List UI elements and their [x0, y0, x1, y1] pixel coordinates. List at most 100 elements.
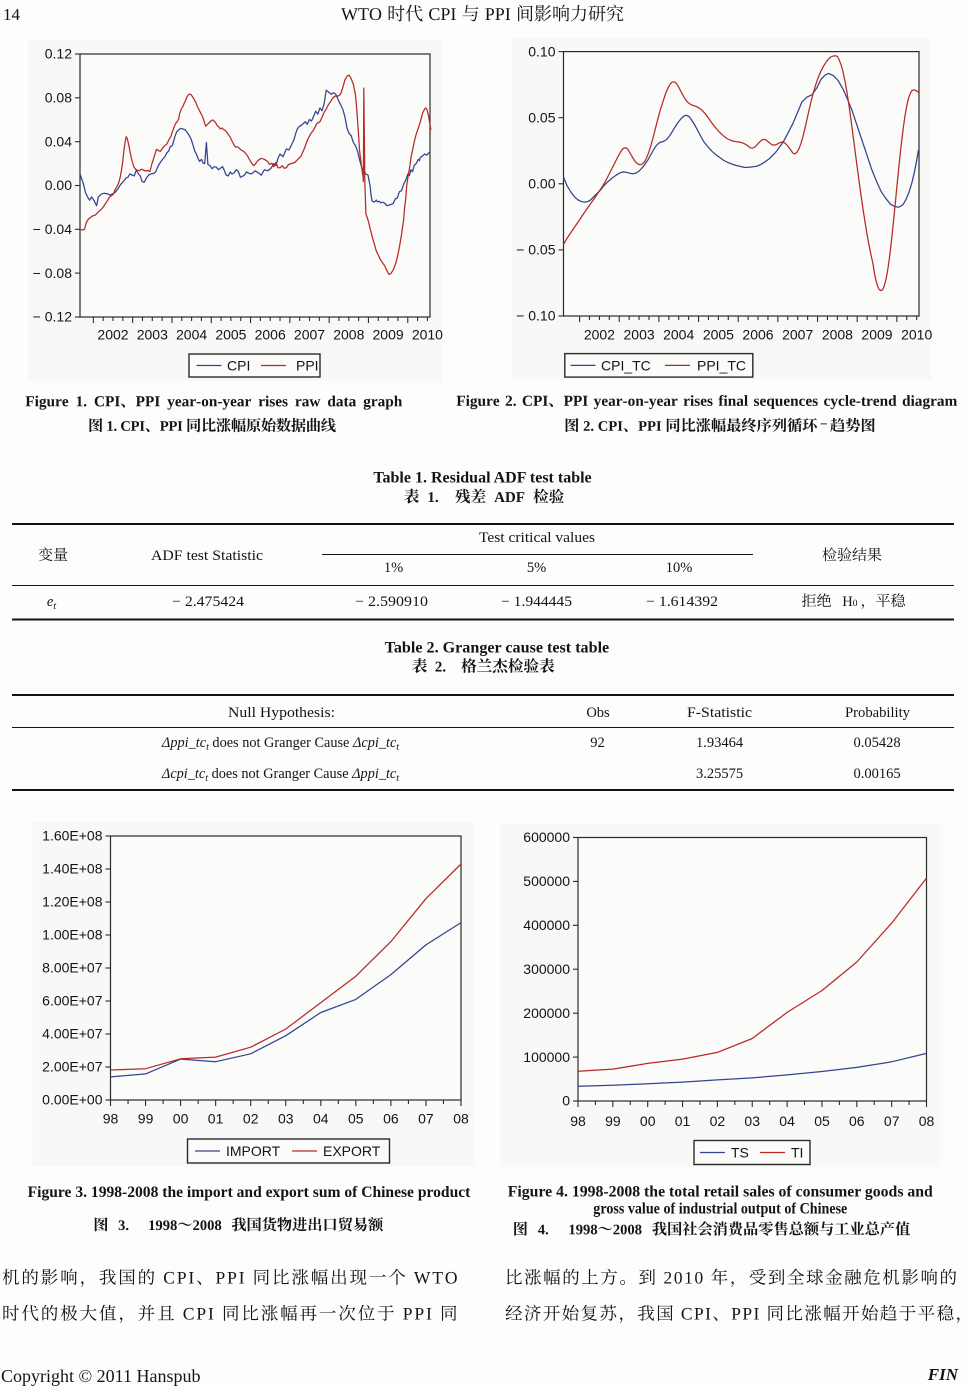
- svg-text:500000: 500000: [523, 873, 570, 889]
- svg-text:2006: 2006: [255, 327, 286, 343]
- svg-text:07: 07: [884, 1113, 900, 1129]
- svg-text:00: 00: [640, 1113, 656, 1129]
- svg-text:1.40E+08: 1.40E+08: [42, 861, 103, 877]
- svg-text:01: 01: [675, 1113, 691, 1129]
- svg-text:99: 99: [605, 1113, 621, 1129]
- svg-text:1.60E+08: 1.60E+08: [42, 828, 103, 844]
- svg-text:1.00E+08: 1.00E+08: [42, 927, 103, 943]
- svg-text:6.00E+07: 6.00E+07: [42, 993, 103, 1009]
- svg-text:PPI: PPI: [296, 358, 319, 374]
- svg-text:98: 98: [570, 1113, 586, 1129]
- svg-text:03: 03: [278, 1111, 294, 1127]
- svg-text:gross value of industrial outp: gross value of industrial output of Chin…: [593, 1201, 847, 1218]
- svg-text:5%: 5%: [527, 560, 546, 576]
- svg-text:400000: 400000: [523, 917, 570, 933]
- svg-text:2.00E+07: 2.00E+07: [42, 1059, 103, 1075]
- svg-text:− 0.04: − 0.04: [33, 221, 73, 237]
- svg-text:TI: TI: [791, 1145, 803, 1161]
- svg-text:EXPORT: EXPORT: [323, 1143, 381, 1159]
- svg-text:2008: 2008: [822, 327, 853, 343]
- svg-text:01: 01: [208, 1111, 224, 1127]
- svg-text:2008: 2008: [333, 327, 364, 343]
- svg-text:0.00: 0.00: [528, 176, 555, 192]
- svg-text:0.00E+00: 0.00E+00: [42, 1092, 103, 1108]
- svg-text:0.08: 0.08: [45, 90, 72, 106]
- svg-text:− 1.944445: − 1.944445: [501, 594, 572, 610]
- svg-text:FIN: FIN: [927, 1365, 959, 1384]
- svg-text:2004: 2004: [176, 327, 207, 343]
- svg-text:99: 99: [138, 1111, 154, 1127]
- svg-text:05: 05: [348, 1111, 364, 1127]
- svg-text:0.04: 0.04: [45, 133, 72, 149]
- svg-text:0.00165: 0.00165: [853, 766, 900, 782]
- svg-text:2007: 2007: [294, 327, 325, 343]
- svg-text:04: 04: [313, 1111, 329, 1127]
- svg-text:Copyright © 2011 Hanspub: Copyright © 2011 Hanspub: [1, 1366, 201, 1386]
- svg-text:14: 14: [3, 5, 21, 24]
- svg-text:2009: 2009: [373, 327, 404, 343]
- svg-text:07: 07: [418, 1111, 434, 1127]
- svg-text:06: 06: [383, 1111, 399, 1127]
- svg-text:02: 02: [710, 1113, 726, 1129]
- svg-text:Null Hypothesis:: Null Hypothesis:: [228, 705, 335, 721]
- svg-text:F-Statistic: F-Statistic: [687, 705, 752, 721]
- svg-text:00: 00: [173, 1111, 189, 1127]
- svg-text:4.00E+07: 4.00E+07: [42, 1026, 103, 1042]
- svg-text:2010: 2010: [412, 327, 443, 343]
- svg-text:2007: 2007: [782, 327, 813, 343]
- svg-text:0.12: 0.12: [45, 46, 72, 62]
- svg-text:− 0.10: − 0.10: [516, 308, 556, 324]
- svg-text:2005: 2005: [215, 327, 246, 343]
- svg-text:− 0.12: − 0.12: [33, 309, 73, 325]
- svg-text:ADF test Statistic: ADF test Statistic: [151, 548, 263, 564]
- svg-text:Δppi_tct does not Granger Caus: Δppi_tct does not Granger Cause Δcpi_tct: [161, 735, 399, 753]
- svg-text:300000: 300000: [523, 961, 570, 977]
- svg-text:05: 05: [814, 1113, 830, 1129]
- svg-text:− 0.08: − 0.08: [33, 265, 73, 281]
- svg-text:08: 08: [919, 1113, 935, 1129]
- svg-text:2003: 2003: [137, 327, 168, 343]
- svg-text:2006: 2006: [742, 327, 773, 343]
- svg-text:Table 1. Residual ADF test tab: Table 1. Residual ADF test table: [373, 470, 591, 487]
- svg-text:3.25575: 3.25575: [696, 766, 743, 782]
- svg-text:600000: 600000: [523, 829, 570, 845]
- svg-text:CPI: CPI: [227, 358, 250, 374]
- svg-text:Figure 3. 1998-2008 the import: Figure 3. 1998-2008 the import and expor…: [28, 1184, 472, 1201]
- svg-text:PPI_TC: PPI_TC: [697, 357, 746, 373]
- svg-text:06: 06: [849, 1113, 865, 1129]
- svg-text:100000: 100000: [523, 1049, 570, 1065]
- svg-text:TS: TS: [731, 1145, 749, 1161]
- svg-text:Probability: Probability: [845, 705, 911, 721]
- svg-text:et: et: [47, 594, 56, 612]
- svg-text:Δcpi_tct does not Granger Caus: Δcpi_tct does not Granger Cause Δppi_tct: [161, 766, 399, 784]
- svg-text:CPI_TC: CPI_TC: [601, 357, 651, 373]
- svg-text:2003: 2003: [624, 327, 655, 343]
- svg-text:1%: 1%: [384, 560, 403, 576]
- svg-text:1.93464: 1.93464: [696, 735, 744, 751]
- svg-text:2009: 2009: [861, 327, 892, 343]
- svg-text:0: 0: [562, 1093, 570, 1109]
- svg-text:0.10: 0.10: [528, 43, 555, 59]
- svg-text:Table 2. Granger cause test ta: Table 2. Granger cause test table: [385, 640, 610, 657]
- svg-text:1.20E+08: 1.20E+08: [42, 894, 103, 910]
- svg-text:02: 02: [243, 1111, 259, 1127]
- svg-text:Test critical values: Test critical values: [479, 530, 595, 546]
- svg-text:98: 98: [103, 1111, 119, 1127]
- svg-text:Obs: Obs: [586, 705, 610, 721]
- svg-text:200000: 200000: [523, 1005, 570, 1021]
- svg-text:08: 08: [453, 1111, 469, 1127]
- svg-text:IMPORT: IMPORT: [226, 1143, 281, 1159]
- svg-text:92: 92: [590, 735, 605, 751]
- svg-text:10%: 10%: [666, 560, 693, 576]
- svg-text:2002: 2002: [97, 327, 128, 343]
- svg-text:2010: 2010: [901, 327, 932, 343]
- svg-text:2004: 2004: [663, 327, 694, 343]
- svg-text:04: 04: [779, 1113, 795, 1129]
- svg-text:− 0.05: − 0.05: [516, 242, 556, 258]
- svg-text:2005: 2005: [703, 327, 734, 343]
- svg-text:− 2.590910: − 2.590910: [355, 594, 428, 610]
- svg-text:Figure 4. 1998-2008 the total: Figure 4. 1998-2008 the total retail sal…: [508, 1184, 934, 1201]
- svg-text:0.00: 0.00: [45, 177, 72, 193]
- svg-text:03: 03: [744, 1113, 760, 1129]
- svg-text:− 2.475424: − 2.475424: [172, 594, 245, 610]
